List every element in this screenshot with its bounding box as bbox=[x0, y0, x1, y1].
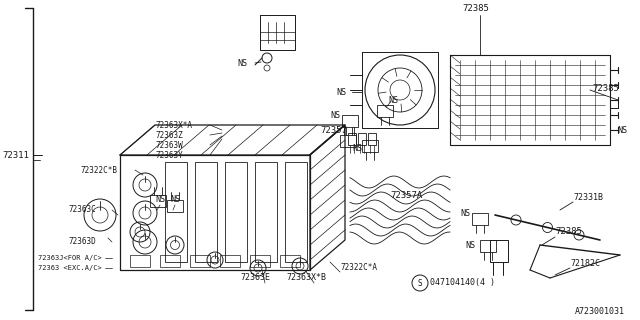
Bar bbox=[472, 213, 488, 225]
Text: 72385: 72385 bbox=[592, 84, 619, 92]
Text: NS: NS bbox=[170, 196, 180, 204]
Text: NS: NS bbox=[330, 110, 340, 119]
Bar bbox=[225, 162, 247, 262]
Bar bbox=[280, 255, 300, 267]
Bar bbox=[160, 255, 180, 267]
Text: 72357A: 72357A bbox=[390, 190, 422, 199]
Text: 72363C: 72363C bbox=[68, 205, 96, 214]
Text: 047104140(4 ): 047104140(4 ) bbox=[430, 278, 495, 287]
Text: NS: NS bbox=[460, 209, 470, 218]
Text: 72331B: 72331B bbox=[573, 194, 603, 203]
Bar bbox=[250, 255, 270, 267]
Text: 72182C: 72182C bbox=[570, 259, 600, 268]
Text: 72322C*A: 72322C*A bbox=[340, 263, 377, 273]
Text: NS: NS bbox=[617, 125, 627, 134]
Bar bbox=[362, 140, 378, 152]
Bar bbox=[220, 255, 240, 267]
Text: NS: NS bbox=[155, 196, 165, 204]
Bar bbox=[377, 105, 393, 117]
Text: 72363J<FOR A/C>: 72363J<FOR A/C> bbox=[38, 255, 102, 261]
Text: 72363X*A: 72363X*A bbox=[155, 121, 192, 130]
Text: 72322C*B: 72322C*B bbox=[80, 165, 117, 174]
Bar bbox=[285, 162, 307, 262]
Bar bbox=[348, 133, 356, 145]
Bar bbox=[340, 135, 356, 147]
Text: 72311: 72311 bbox=[2, 150, 29, 159]
Text: 72363E: 72363E bbox=[240, 274, 270, 283]
Bar bbox=[342, 115, 358, 127]
Bar bbox=[167, 200, 183, 212]
Text: NS: NS bbox=[336, 87, 346, 97]
Text: 72363Z: 72363Z bbox=[155, 131, 183, 140]
Text: 72363W: 72363W bbox=[155, 140, 183, 149]
Bar bbox=[490, 240, 508, 262]
Text: 72385: 72385 bbox=[555, 228, 582, 236]
Bar bbox=[480, 240, 496, 252]
Bar bbox=[255, 162, 277, 262]
Text: NS: NS bbox=[465, 241, 475, 250]
Text: NS: NS bbox=[388, 95, 398, 105]
Bar bbox=[165, 162, 187, 262]
Text: 72357: 72357 bbox=[320, 125, 347, 134]
Bar bbox=[358, 133, 366, 145]
Text: 72363D: 72363D bbox=[68, 237, 96, 246]
Text: A723001031: A723001031 bbox=[575, 308, 625, 316]
Bar bbox=[368, 133, 376, 145]
Bar bbox=[130, 255, 150, 267]
Text: S: S bbox=[418, 278, 422, 287]
Bar bbox=[190, 255, 210, 267]
Text: NS: NS bbox=[237, 59, 247, 68]
Text: 72363Y: 72363Y bbox=[155, 150, 183, 159]
Bar bbox=[195, 162, 217, 262]
Text: 72385: 72385 bbox=[462, 4, 489, 12]
Text: 72363X*B: 72363X*B bbox=[286, 274, 326, 283]
Bar bbox=[150, 195, 166, 207]
Text: 72363 <EXC.A/C>: 72363 <EXC.A/C> bbox=[38, 265, 102, 271]
Text: NS: NS bbox=[352, 143, 362, 153]
